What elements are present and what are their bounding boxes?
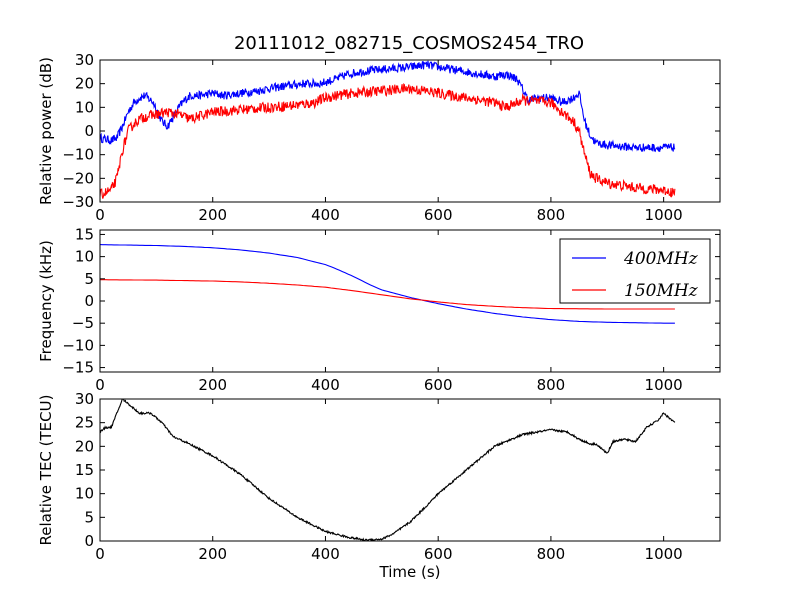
y-tick-label: −10 (62, 336, 94, 354)
y-tick-label: 0 (84, 292, 94, 310)
y-tick-label: 30 (75, 390, 94, 408)
series-line-2 (100, 82, 676, 199)
x-tick-label: 0 (95, 376, 105, 394)
x-tick-label: 0 (95, 545, 105, 563)
y-tick-label: 20 (75, 437, 94, 455)
y-tick-label: 15 (75, 461, 94, 479)
series-line-400mhz (100, 244, 675, 324)
y-tick-label: 0 (84, 122, 94, 140)
series-line-1 (100, 60, 676, 153)
subplot-3: 0 200 400 600 800 1000 0 5 10 15 20 25 30 Relative TE… (37, 390, 721, 581)
y-tick-label: 25 (75, 414, 94, 432)
x-tick-label: 1000 (645, 545, 683, 563)
x-tick-label: 200 (198, 376, 227, 394)
x-tick-label: 200 (198, 206, 227, 224)
y-tick-label: 20 (75, 75, 94, 93)
x-tick-label: 600 (424, 206, 453, 224)
y-tick-label: 10 (75, 485, 94, 503)
y-tick-label: −15 (62, 359, 94, 377)
x-tick-label: 600 (424, 376, 453, 394)
series-group (100, 60, 676, 199)
x-tick-label: 200 (198, 545, 227, 563)
y-tick-label: −10 (62, 146, 94, 164)
x-tick-label: 1000 (645, 376, 683, 394)
y-tick-label: 0 (84, 532, 94, 550)
y-tick-label: −30 (62, 193, 94, 211)
subplot-1: 0 200 400 600 800 1000 −30 −20 −10 0 10 20 30 Relativ… (37, 51, 721, 224)
series-line-150mhz (100, 279, 675, 310)
y-tick-label: 10 (75, 98, 94, 116)
x-axis-label: Time (s) (379, 563, 441, 581)
x-tick-label: 400 (311, 376, 340, 394)
y-tick-label: 5 (84, 508, 94, 526)
x-tick-label: 800 (537, 376, 566, 394)
subplots: 0 200 400 600 800 1000−30−20−100102030Relativ… (37, 51, 721, 581)
legend-label-400mhz: 400MHz (623, 249, 699, 269)
y-axis-label: Relative power (dB) (37, 57, 55, 205)
x-tick-label: 400 (311, 545, 340, 563)
y-tick-label: 15 (75, 225, 94, 243)
y-axis-label: Relative TEC (TECU) (37, 395, 55, 546)
x-tick-label: 400 (311, 206, 340, 224)
series-group (100, 399, 676, 541)
series-group (100, 244, 675, 324)
y-tick-label: 10 (75, 248, 94, 266)
x-tick-label: 600 (424, 545, 453, 563)
series-line-1 (100, 399, 676, 541)
y-tick-label: 5 (84, 270, 94, 288)
y-tick-label: 30 (75, 51, 94, 69)
y-tick-label: −20 (62, 169, 94, 187)
legend-label-150mhz: 150MHz (624, 281, 699, 301)
y-axis-label: Frequency (kHz) (37, 240, 55, 362)
legend: 400MHz 150MHz (559, 238, 711, 304)
y-tick-label: −5 (72, 314, 94, 332)
legend-box (559, 238, 711, 304)
x-tick-label: 800 (537, 545, 566, 563)
x-tick-label: 800 (537, 206, 566, 224)
x-tick-label: 0 (95, 206, 105, 224)
figure-title: 20111012_082715_COSMOS2454_TRO (234, 33, 584, 54)
x-tick-label: 1000 (645, 206, 683, 224)
subplot-2: 0 200 400 600 800 1000 −15 −10 −5 0 5 10 15 Frequency… (37, 225, 721, 394)
